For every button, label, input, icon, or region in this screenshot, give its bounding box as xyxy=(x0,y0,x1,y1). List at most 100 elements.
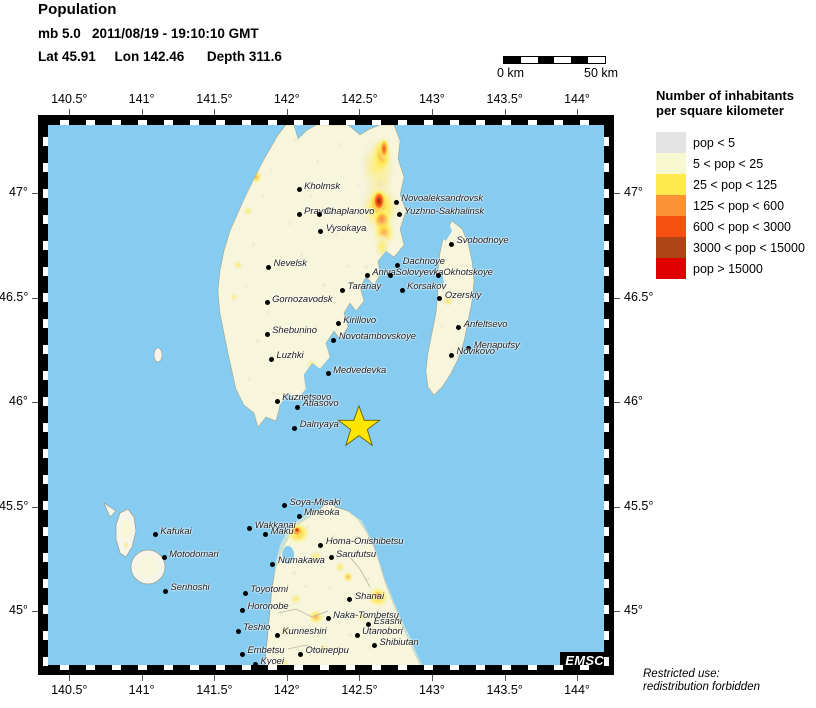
axis-label-latitude: 46° xyxy=(624,394,643,409)
city-marker xyxy=(298,651,304,657)
legend-item: pop > 15000 xyxy=(656,258,816,279)
city-label: Shibiutan xyxy=(379,635,419,647)
city-marker xyxy=(253,662,259,668)
axis-label-longitude: 140.5° xyxy=(51,683,88,697)
axis-label-latitude: 47° xyxy=(624,185,643,200)
axis-label-longitude: 142° xyxy=(273,92,300,106)
city-label: Luzhki xyxy=(276,349,304,361)
city-label: Pravda xyxy=(304,204,334,216)
axis-label-longitude: 141° xyxy=(128,92,155,106)
axis-tick-y xyxy=(32,297,38,299)
city-marker xyxy=(399,287,405,293)
city-label: Nevelsk xyxy=(273,257,307,269)
map-border-right xyxy=(604,120,609,670)
axis-tick-x xyxy=(141,109,143,115)
legend-label: 125 < pop < 600 xyxy=(693,198,785,213)
city-label: Dalnyaya xyxy=(299,418,339,430)
scale-bar-segment xyxy=(520,57,538,63)
city-label: Medvedevka xyxy=(333,363,387,375)
city-label: Korsakov xyxy=(407,280,447,292)
axis-label-latitude: 45.5° xyxy=(0,498,29,513)
city-marker xyxy=(296,513,302,519)
city-label: Kholmsk xyxy=(304,179,341,191)
city-label: Shebunino xyxy=(272,324,317,336)
city-label: Kuznetsovo xyxy=(282,391,332,403)
city-label: Vysokaya xyxy=(325,221,367,233)
city-marker xyxy=(296,187,302,193)
axis-label-longitude: 141° xyxy=(128,683,155,697)
axis-label-latitude: 46° xyxy=(9,394,28,409)
city-marker xyxy=(263,532,269,538)
legend-swatch xyxy=(656,216,686,237)
city-marker xyxy=(242,590,248,596)
axis-tick-y xyxy=(614,193,620,195)
city-label: Kafukai xyxy=(160,524,192,536)
city-marker xyxy=(364,273,370,279)
city-label: Numakawa xyxy=(277,554,325,566)
epicenter-star-marker[interactable] xyxy=(336,405,381,447)
axis-label-latitude: 45.5° xyxy=(624,498,654,513)
map-container[interactable]: Kholmsk Pravda Chaplanovo Novoaleksandrovsk… xyxy=(38,115,614,675)
city-marker xyxy=(325,371,331,377)
axis-label-longitude: 141.5° xyxy=(196,683,233,697)
city-marker xyxy=(318,229,324,235)
city-marker xyxy=(437,296,443,302)
city-label: Menapufsy xyxy=(473,338,520,350)
city-marker xyxy=(393,199,399,205)
city-label: Novikovo xyxy=(456,345,496,357)
city-marker xyxy=(247,526,253,532)
city-label: Sarufutsu xyxy=(336,547,377,559)
axis-tick-y xyxy=(32,611,38,613)
map-border-left xyxy=(43,120,48,670)
city-marker xyxy=(163,588,169,594)
city-marker xyxy=(270,561,276,567)
axis-tick-y xyxy=(614,611,620,613)
legend-label: 5 < pop < 25 xyxy=(693,156,764,171)
axis-tick-y xyxy=(32,402,38,404)
axis-tick-x xyxy=(359,675,361,681)
landmass-sakhalin xyxy=(217,125,407,437)
usage-notice: Restricted use: redistribution forbidden xyxy=(643,668,760,693)
city-label: Soya-Misaki xyxy=(289,495,341,507)
map-canvas[interactable]: Kholmsk Pravda Chaplanovo Novoaleksandrovsk… xyxy=(48,125,609,670)
city-label: Okhotskoye xyxy=(443,265,493,277)
city-label: Senhoshi xyxy=(170,581,210,593)
lake xyxy=(282,546,294,564)
city-label: Atlasovo xyxy=(302,397,339,409)
legend-item: 125 < pop < 600 xyxy=(656,195,816,216)
axis-label-longitude: 142.5° xyxy=(341,683,378,697)
axis-tick-x xyxy=(141,675,143,681)
event-location-depth: Lat 45.91 Lon 142.46 Depth 311.6 xyxy=(38,49,282,64)
city-label: Mineoka xyxy=(304,506,340,518)
city-marker xyxy=(239,651,245,657)
axis-tick-x xyxy=(69,109,71,115)
axis-tick-x xyxy=(286,675,288,681)
scale-bar-segment xyxy=(571,57,589,63)
city-label: Utanobori xyxy=(362,625,403,637)
scale-bar-segment xyxy=(537,57,555,63)
city-marker xyxy=(274,398,280,404)
legend-swatch xyxy=(656,237,686,258)
city-label: Horonobe xyxy=(247,600,289,612)
axis-label-longitude: 143° xyxy=(418,683,445,697)
axis-tick-x xyxy=(69,675,71,681)
legend-title-line2: per square kilometer xyxy=(656,103,784,118)
city-marker xyxy=(239,607,245,613)
legend-swatch xyxy=(656,174,686,195)
axis-tick-x xyxy=(431,109,433,115)
city-marker xyxy=(331,337,337,343)
scale-bar-label-end: 50 km xyxy=(584,66,619,80)
axis-label-latitude: 45° xyxy=(624,603,643,618)
city-label: Aniva xyxy=(372,265,396,277)
axis-label-longitude: 142.5° xyxy=(341,92,378,106)
city-marker xyxy=(435,273,441,279)
axis-tick-x xyxy=(214,675,216,681)
legend-item: 25 < pop < 125 xyxy=(656,174,816,195)
city-marker xyxy=(347,597,353,603)
legend-swatch xyxy=(656,132,686,153)
city-marker xyxy=(152,532,158,538)
legend-label: 600 < pop < 3000 xyxy=(693,219,792,234)
city-label: Wakkanai xyxy=(254,518,296,530)
city-label: Shanai xyxy=(354,589,385,601)
city-marker xyxy=(448,352,454,358)
